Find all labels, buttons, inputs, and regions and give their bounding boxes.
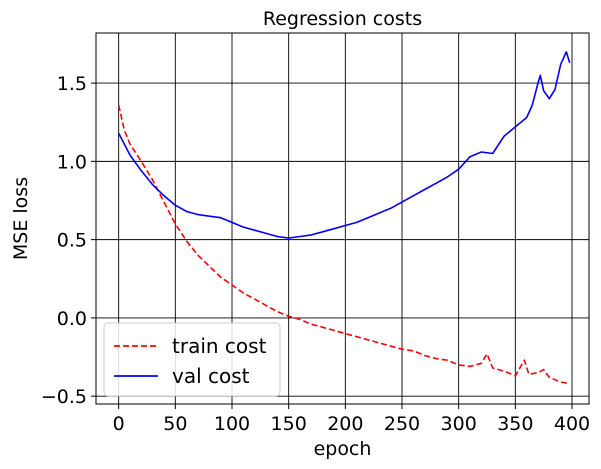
legend-label-val-cost: val cost	[172, 364, 250, 388]
x-tick-label: 250	[384, 413, 420, 435]
x-tick-label: 0	[113, 413, 125, 435]
x-tick-label: 50	[163, 413, 187, 435]
chart-title: Regression costs	[263, 8, 422, 30]
y-axis-label: MSE loss	[10, 177, 32, 260]
x-tick-label: 400	[554, 413, 590, 435]
y-tick-label: 0.0	[57, 308, 87, 330]
ticks: 0 50 100 150 200 250 300 350 400 −0.5 0.0 0.5 1.0 1.5	[41, 73, 590, 435]
y-tick-label: 1.0	[57, 151, 87, 173]
series-line-val-cost	[117, 51, 571, 239]
x-tick-label: 150	[271, 413, 307, 435]
x-tick-label: 100	[214, 413, 250, 435]
legend-label-train-cost: train cost	[172, 334, 267, 358]
y-tick-label: 1.5	[57, 73, 87, 95]
legend: train cost val cost	[103, 322, 281, 397]
y-tick-label: 0.5	[57, 230, 87, 252]
legend-box	[103, 322, 281, 397]
plot-frame	[95, 32, 590, 405]
x-axis-label: epoch	[314, 438, 372, 460]
grid	[96, 33, 589, 404]
y-tick-label: −0.5	[41, 386, 87, 408]
x-tick-label: 300	[441, 413, 477, 435]
series-line-train-cost	[117, 104, 570, 385]
x-tick-label: 200	[327, 413, 363, 435]
x-tick-label: 350	[497, 413, 533, 435]
series-layer	[117, 51, 571, 385]
